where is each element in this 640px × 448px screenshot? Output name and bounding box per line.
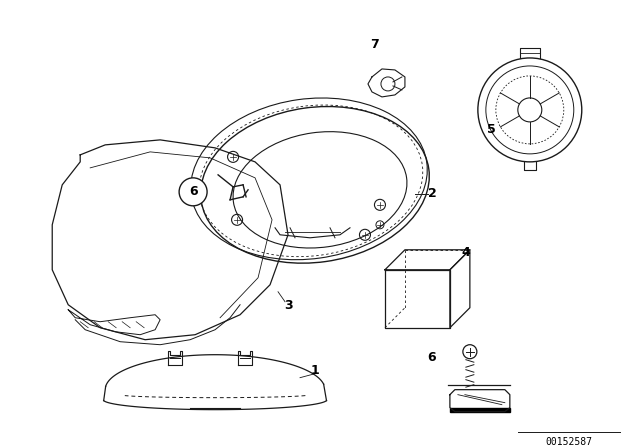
Polygon shape [450, 408, 510, 412]
Text: 1: 1 [310, 364, 319, 377]
Text: 4: 4 [461, 246, 470, 259]
Text: 5: 5 [488, 123, 496, 136]
Text: 3: 3 [284, 299, 292, 312]
Text: 6: 6 [189, 185, 197, 198]
Text: 7: 7 [371, 39, 380, 52]
Text: 2: 2 [428, 187, 436, 200]
Text: 6: 6 [428, 351, 436, 364]
Text: 00152587: 00152587 [545, 437, 592, 447]
Circle shape [179, 178, 207, 206]
